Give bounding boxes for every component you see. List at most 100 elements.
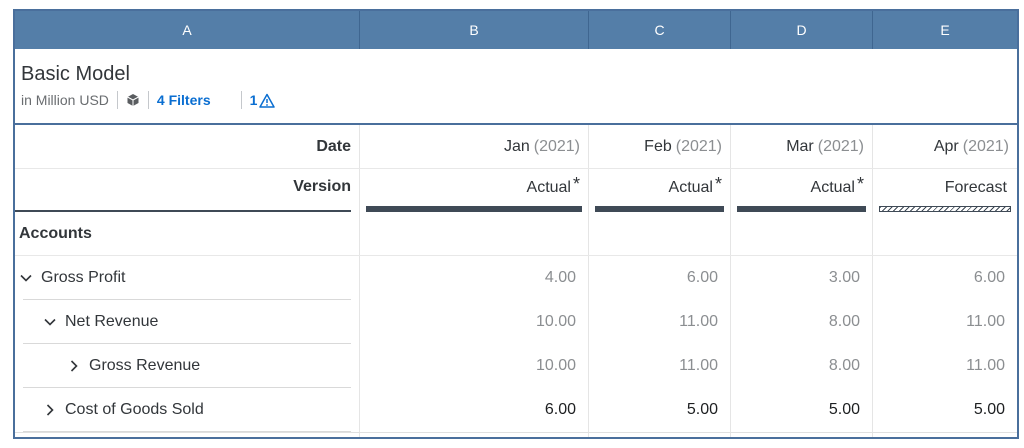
table-row <box>15 432 1017 437</box>
value-cell[interactable]: 6.00 <box>973 269 1005 286</box>
column-header-c[interactable]: C <box>589 11 731 49</box>
value-cell[interactable]: 8.00 <box>731 344 873 388</box>
version-header-row: Version Actual * Actual * Actual * Forecast <box>15 169 1017 212</box>
forecast-bar <box>879 206 1011 212</box>
value-cell[interactable]: 11.00 <box>966 357 1005 374</box>
divider <box>147 91 149 109</box>
version-cell[interactable]: Actual * <box>731 169 873 212</box>
chevron-down-icon[interactable] <box>19 271 33 285</box>
date-cell[interactable]: Jan (2021) <box>360 125 589 168</box>
filters-link[interactable]: 4 Filters <box>156 92 211 108</box>
empty-cell[interactable] <box>873 212 1017 255</box>
date-cell[interactable]: Apr (2021) <box>873 125 1017 168</box>
version-cell[interactable]: Actual * <box>360 169 589 212</box>
row-divider <box>23 387 351 388</box>
version-star: * <box>856 174 864 194</box>
date-cell[interactable]: Feb (2021) <box>589 125 731 168</box>
version-bar <box>366 206 582 212</box>
value-cell[interactable]: 6.00 <box>589 256 731 300</box>
value-cell[interactable]: 8.00 <box>731 300 873 344</box>
empty-cell <box>589 433 731 437</box>
date-month: Feb <box>644 137 672 155</box>
row-divider <box>23 431 351 432</box>
column-header-b[interactable]: B <box>360 11 589 49</box>
divider <box>116 91 118 109</box>
column-header-bar: A B C D E <box>15 11 1017 49</box>
title-subtitle-row: in Million USD 4 Filters 1 <box>21 91 276 109</box>
row-label: Net Revenue <box>65 313 159 330</box>
version-cell[interactable]: Actual * <box>589 169 731 212</box>
value-cell[interactable]: 4.00 <box>360 256 589 300</box>
empty-cell <box>731 433 873 437</box>
value-cell[interactable]: 11.00 <box>589 300 731 344</box>
table-row: Net Revenue 10.00 11.00 8.00 11.00 <box>15 300 1017 344</box>
version-text: Actual <box>526 179 571 196</box>
date-year: (2021) <box>817 137 864 155</box>
date-month: Apr <box>933 137 959 155</box>
row-label: Gross Profit <box>41 269 126 286</box>
value-cell[interactable]: 11.00 <box>589 344 731 388</box>
version-label-underline <box>15 210 351 212</box>
row-label-cell[interactable]: Gross Profit <box>15 256 360 300</box>
value-cell[interactable]: 5.00 <box>973 401 1005 418</box>
model-title: Basic Model <box>21 63 130 85</box>
value-cell[interactable]: 11.00 <box>966 313 1005 330</box>
row-label-cell[interactable]: Cost of Goods Sold <box>15 388 360 432</box>
date-year: (2021) <box>962 137 1009 155</box>
table-row: Cost of Goods Sold 6.00 5.00 5.00 5.00 <box>15 388 1017 432</box>
warning-icon <box>259 93 276 108</box>
column-header-d[interactable]: D <box>731 11 873 49</box>
version-value: Actual * <box>668 174 722 197</box>
warnings-count: 1 <box>249 92 258 108</box>
date-year: (2021) <box>675 137 722 155</box>
row-label-cell[interactable]: Net Revenue <box>15 300 360 344</box>
divider <box>240 91 242 109</box>
accounts-header-row: Accounts <box>15 212 1017 256</box>
empty-cell[interactable] <box>360 212 589 255</box>
value-cell[interactable]: 5.00 <box>731 388 873 432</box>
value-cell[interactable]: 10.00 <box>360 344 589 388</box>
row-label-cell[interactable]: Gross Revenue <box>15 344 360 388</box>
empty-cell <box>15 433 360 437</box>
column-header-e[interactable]: E <box>940 22 950 38</box>
row-divider <box>23 343 351 344</box>
version-star: * <box>714 174 722 194</box>
value-cell[interactable]: 5.00 <box>589 388 731 432</box>
date-cell[interactable]: Mar (2021) <box>731 125 873 168</box>
row-label: Cost of Goods Sold <box>65 401 204 418</box>
version-value: Actual * <box>810 174 864 197</box>
version-star: * <box>572 174 580 194</box>
empty-cell <box>360 433 589 437</box>
value-cell[interactable]: 3.00 <box>731 256 873 300</box>
date-label: Date <box>15 125 360 168</box>
warnings-indicator[interactable]: 1 <box>250 92 276 108</box>
row-label: Gross Revenue <box>89 357 201 374</box>
version-cell[interactable]: Forecast <box>873 169 1017 212</box>
version-value: Forecast <box>945 176 1009 197</box>
empty-cell <box>873 433 1017 437</box>
value-cell[interactable]: 6.00 <box>360 388 589 432</box>
version-text: Actual <box>810 179 855 196</box>
column-header-a[interactable]: A <box>15 11 360 49</box>
empty-cell[interactable] <box>589 212 731 255</box>
date-year: (2021) <box>533 137 580 155</box>
version-text: Actual <box>668 179 713 196</box>
version-bar <box>595 206 724 212</box>
empty-cell[interactable] <box>731 212 873 255</box>
accounts-label[interactable]: Accounts <box>15 212 360 255</box>
spreadsheet-frame: A B C D E Basic Model in Million USD 4 F… <box>13 9 1019 439</box>
row-divider <box>23 299 351 300</box>
chevron-right-icon[interactable] <box>67 359 81 373</box>
table-title-block: Basic Model in Million USD 4 Filters 1 <box>15 49 1017 125</box>
table-row: Gross Profit 4.00 6.00 3.00 6.00 <box>15 256 1017 300</box>
chevron-down-icon[interactable] <box>43 315 57 329</box>
date-header-row: Date Jan (2021) Feb (2021) Mar (2021) Apr (2… <box>15 125 1017 169</box>
table-row: Gross Revenue 10.00 11.00 8.00 11.00 <box>15 344 1017 388</box>
chevron-right-icon[interactable] <box>43 403 57 417</box>
cube-icon[interactable] <box>126 93 140 107</box>
value-cell[interactable]: 10.00 <box>360 300 589 344</box>
version-label: Version <box>293 177 351 195</box>
unit-label: in Million USD <box>21 92 109 108</box>
date-month: Mar <box>786 137 814 155</box>
version-value: Actual * <box>526 174 580 197</box>
